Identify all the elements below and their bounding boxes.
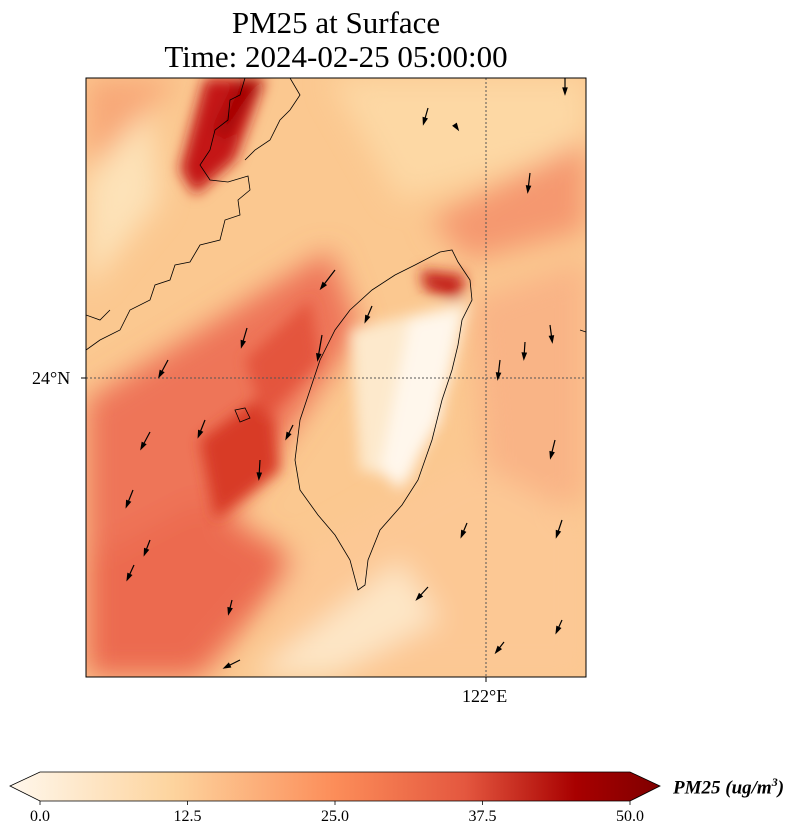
lon-label: 122°E <box>462 686 508 706</box>
china-coastline <box>86 78 301 351</box>
wind-arrow-head <box>285 431 292 441</box>
wind-arrow-head <box>315 352 322 362</box>
wind-arrow-head <box>548 335 555 344</box>
wind-arrow-head <box>555 625 562 635</box>
wind-arrow-head <box>143 547 150 557</box>
title-line-1: PM25 at Surface <box>231 5 441 40</box>
wind-arrow-head <box>125 499 132 509</box>
wind-arrow-head <box>525 185 532 194</box>
colorbar-label-text: PM25 (ug/m <box>673 777 772 799</box>
wind-arrow-head <box>521 352 528 361</box>
colorbar <box>9 771 661 805</box>
wind-arrow-head <box>140 441 147 451</box>
island-coastline <box>579 329 586 333</box>
colorbar-tick: 25.0 <box>321 808 349 825</box>
colorbar-tick: 12.5 <box>173 808 202 825</box>
wind-arrow-head <box>415 592 424 601</box>
wind-arrow-head <box>549 450 555 460</box>
island-coastline <box>234 407 251 423</box>
wind-arrow-head <box>494 645 503 655</box>
wind-arrow-head <box>222 662 232 669</box>
colorbar-tick-marks <box>39 801 631 805</box>
wind-arrow-head <box>197 429 204 439</box>
colorbar-label-sup: 3 <box>771 775 778 789</box>
colorbar-label-close: ) <box>777 777 785 799</box>
colorbar-tick: 50.0 <box>616 808 644 825</box>
wind-arrow-head <box>422 116 428 126</box>
colorbar-label: PM25 (ug/m3) <box>673 775 784 799</box>
wind-arrow-head <box>555 529 562 539</box>
wind-arrow-head <box>452 122 460 132</box>
gridlines <box>86 78 586 677</box>
title-line-2: Time: 2024-02-25 05:00:00 <box>164 39 508 74</box>
wind-vectors <box>125 78 568 669</box>
colorbar-tick: 37.5 <box>468 808 497 825</box>
chart-title: PM25 at Surface Time: 2024-02-25 05:00:0… <box>86 6 586 74</box>
lat-label: 24°N <box>32 368 71 388</box>
wind-arrow-head <box>256 472 263 481</box>
wind-arrow-head <box>319 281 328 291</box>
wind-arrow-head <box>158 369 165 379</box>
wind-arrow-head <box>364 314 371 324</box>
coastlines <box>86 78 586 591</box>
colorbar-tick: 0.0 <box>30 808 50 825</box>
wind-arrow-head <box>227 606 233 616</box>
wind-arrow-head <box>240 339 247 349</box>
wind-arrow-head <box>495 372 502 381</box>
taiwan-coastline <box>294 249 473 591</box>
wind-arrow-head <box>126 572 133 582</box>
wind-arrow-head <box>562 87 568 96</box>
wind-arrow-head <box>460 529 467 539</box>
colorbar-bar <box>9 771 661 802</box>
